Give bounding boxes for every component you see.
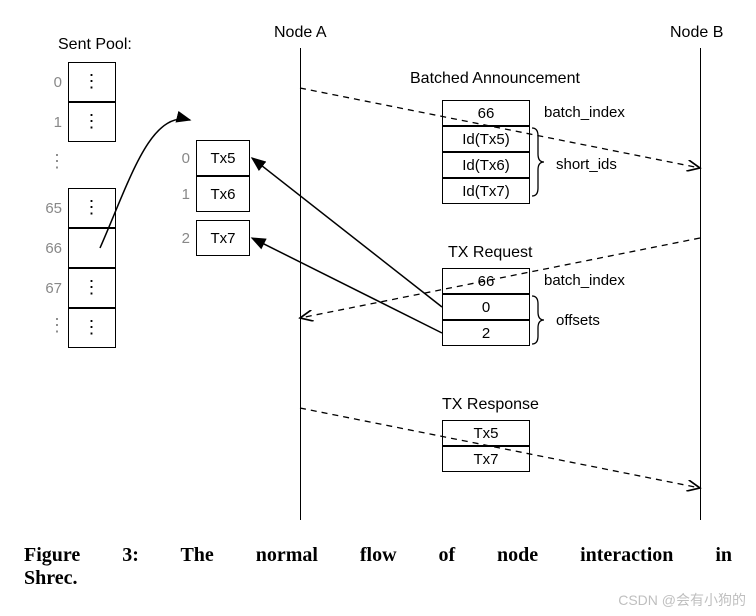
caption-line2: Shrec. bbox=[24, 567, 78, 589]
sent-pool-cell-65: ⋮ bbox=[68, 188, 116, 228]
sent-pool-title: Sent Pool: bbox=[58, 36, 132, 54]
batch66-cell-1: Tx6 bbox=[196, 176, 250, 212]
caption-line1: Figure 3: The normal flow of node intera… bbox=[24, 544, 732, 567]
txrequest-batch-index-label: batch_index bbox=[544, 272, 625, 289]
sent-pool-idx-1: 1 bbox=[42, 114, 62, 131]
node-b-line bbox=[700, 48, 701, 520]
sent-pool-idx-65: 65 bbox=[34, 200, 62, 217]
announcement-cell-3: Id(Tx7) bbox=[442, 178, 530, 204]
node-a-label: Node A bbox=[274, 24, 326, 42]
announcement-shortids-label: short_ids bbox=[556, 156, 617, 173]
sent-pool-gap-ellipsis: ⋮ bbox=[48, 158, 67, 165]
batch66-idx-0: 0 bbox=[170, 150, 190, 167]
announcement-title: Batched Announcement bbox=[410, 70, 580, 88]
batch66-idx-2: 2 bbox=[170, 230, 190, 247]
txrequest-cell-1: 0 bbox=[442, 294, 530, 320]
figure-caption: Figure 3: The normal flow of node intera… bbox=[24, 544, 732, 590]
announcement-cell-1: Id(Tx5) bbox=[442, 126, 530, 152]
txrequest-offsets-label: offsets bbox=[556, 312, 600, 329]
txrequest-cell-0: 66 bbox=[442, 268, 530, 294]
batch66-idx-1: 1 bbox=[170, 186, 190, 203]
sent-pool-idx-0: 0 bbox=[42, 74, 62, 91]
txresponse-cell-0: Tx5 bbox=[442, 420, 530, 446]
announcement-batch-index-label: batch_index bbox=[544, 104, 625, 121]
txresponse-cell-1: Tx7 bbox=[442, 446, 530, 472]
batch66-cell-0: Tx5 bbox=[196, 140, 250, 176]
sent-pool-cell-0: ⋮ bbox=[68, 62, 116, 102]
sent-pool-idx-67: 67 bbox=[34, 280, 62, 297]
diagram-root: Node A Node B Sent Pool: ⋮ 0 ⋮ 1 ⋮ ⋮ 65 … bbox=[0, 0, 756, 616]
sent-pool-cell-last: ⋮ bbox=[68, 308, 116, 348]
txresponse-title: TX Response bbox=[442, 396, 539, 414]
sent-pool-cell-66 bbox=[68, 228, 116, 268]
announcement-cell-2: Id(Tx6) bbox=[442, 152, 530, 178]
node-a-line bbox=[300, 48, 301, 520]
sent-pool-cell-67: ⋮ bbox=[68, 268, 116, 308]
sent-pool-idx-66: 66 bbox=[34, 240, 62, 257]
txrequest-title: TX Request bbox=[448, 244, 532, 262]
txrequest-cell-2: 2 bbox=[442, 320, 530, 346]
watermark: CSDN @会有小狗的 bbox=[618, 590, 746, 610]
batch66-cell-2: Tx7 bbox=[196, 220, 250, 256]
sent-pool-bottom-ellipsis: ⋮ bbox=[48, 322, 67, 329]
sent-pool-cell-1: ⋮ bbox=[68, 102, 116, 142]
announcement-cell-0: 66 bbox=[442, 100, 530, 126]
node-b-label: Node B bbox=[670, 24, 723, 42]
